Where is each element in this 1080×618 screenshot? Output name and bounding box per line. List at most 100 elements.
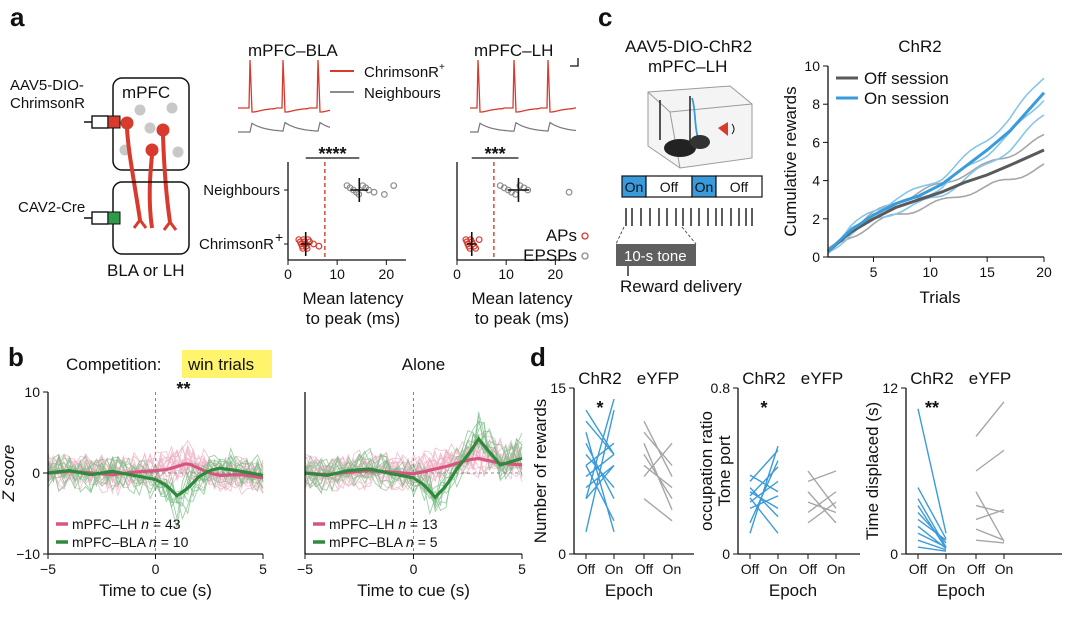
syringe-icon: [84, 115, 121, 129]
speaker-icon: [718, 122, 735, 136]
x-axis-label: to peak (ms): [306, 309, 400, 328]
x-axis-label: to peak (ms): [475, 309, 569, 328]
x-tick-label: 0: [284, 266, 292, 282]
paired-line: [749, 487, 779, 518]
paired-line: [749, 466, 779, 497]
x-tick-label: 5: [518, 561, 526, 577]
x-tick-label: 10: [498, 266, 514, 282]
mean-session-line: [827, 148, 1045, 253]
x-axis-label: Epoch: [937, 581, 985, 600]
x-tick-label: 10: [923, 264, 939, 280]
significance-stars: **: [925, 398, 939, 418]
epoch-off: [715, 175, 763, 198]
mean-trace: [47, 466, 264, 498]
y-tick-label: 6: [812, 134, 820, 150]
paired-line: [975, 401, 1005, 437]
y-tick-label: −10: [16, 546, 40, 562]
scale-bar: [570, 58, 579, 67]
cumulative-rewards-chart: 0 2 4 6 8 10 5 10 15 20 Trials Cumulative rewards Ch…: [781, 37, 1052, 307]
y-tick-label: 4: [812, 173, 820, 189]
paired-line: [807, 470, 837, 483]
paired-line: [585, 398, 615, 499]
epoch-label: On: [625, 179, 644, 195]
cre-label: CAV2-Cre: [18, 199, 85, 216]
paired-line: [807, 491, 837, 514]
paired-line: [917, 518, 947, 541]
x-tick-label: 20: [379, 266, 395, 282]
behavior-box-icon: [647, 85, 753, 169]
legend-label: mPFC–LH n = 13: [329, 516, 438, 532]
paired-line: [917, 487, 947, 540]
panel-letter-a: a: [10, 2, 25, 32]
data-point: [390, 182, 398, 190]
epoch-label: On: [695, 179, 714, 195]
significance-stars: ****: [318, 144, 346, 164]
group-label: ChR2: [742, 369, 785, 388]
paired-line: [917, 505, 947, 549]
neighbour-cell: [144, 122, 156, 134]
y-tick-label: 15: [550, 380, 566, 396]
y-tick-label: 0: [32, 465, 40, 481]
paired-line: [585, 453, 615, 478]
y-tick-label: ChrimsonR: [199, 236, 274, 253]
paired-line: [749, 491, 779, 509]
paired-line: [643, 442, 673, 477]
legend-marker: [581, 252, 589, 260]
neighbour-cell: [166, 102, 178, 114]
chrimson-trace: [470, 59, 576, 113]
y-tick-label: 12: [882, 380, 898, 396]
paired-line: [807, 491, 837, 524]
x-tick-label: On: [827, 561, 846, 577]
paired-line: [917, 408, 947, 534]
data-point: [472, 244, 480, 252]
legend-label: mPFC–BLA n = 5: [329, 534, 438, 550]
individual-session-line: [827, 163, 1045, 251]
data-point: [565, 188, 573, 196]
panel-c-schematic: AAV5-DIO-ChR2 mPFC–LH On Off On Off 10-s to…: [615, 37, 763, 296]
y-tick-label: 0: [812, 249, 820, 265]
y-tick-label: 0: [890, 546, 898, 562]
x-tick-label: On: [769, 561, 788, 577]
mouse-icon: [664, 135, 710, 157]
x-tick-label: Off: [909, 561, 928, 577]
individual-session-line: [827, 99, 1045, 255]
data-point: [303, 244, 311, 252]
group-label: ChR2: [910, 369, 953, 388]
alone-chart: −5 0 5 Time to cue (s) Alone mPFC–LH n = 13 mP…: [297, 355, 526, 600]
group-label: eYFP: [801, 369, 844, 388]
neighbour-cell: [134, 104, 146, 116]
chart-title: Competition:: [66, 355, 161, 374]
y-tick-label: Neighbours: [203, 182, 280, 199]
y-axis-label: Cumulative rewards: [781, 86, 800, 236]
legend-label: On session: [864, 89, 949, 108]
tone-label: 10-s tone: [624, 248, 687, 265]
epoch-label: Off: [730, 179, 749, 195]
trace-title-lh: mPFC–LH: [474, 41, 553, 60]
x-tick-label: 5: [259, 561, 267, 577]
paired-line: [807, 501, 837, 524]
chart-title: ChR2: [898, 37, 941, 56]
paired-line: [585, 443, 615, 499]
group-label: eYFP: [637, 369, 680, 388]
virus-label-line1: AAV5-DIO-: [10, 77, 84, 94]
x-tick-label: 20: [548, 266, 564, 282]
x-axis-label: Epoch: [769, 581, 817, 600]
paired-line: [807, 470, 837, 509]
neuron-icon: [120, 116, 178, 231]
paired-line: [975, 491, 1005, 542]
paired-line: [749, 480, 779, 503]
y-axis-label: Z score: [0, 445, 18, 503]
data-point: [380, 190, 388, 198]
paired-line: [585, 420, 615, 455]
neighbour-cell: [172, 146, 184, 158]
epoch-bar: On Off On Off: [621, 175, 763, 198]
epoch-label: Off: [660, 179, 679, 195]
paired-line: [643, 498, 673, 522]
panel-letter-d: d: [530, 342, 546, 372]
mean-session-line: [826, 91, 1046, 253]
y-axis-label: Number of rewards: [531, 399, 550, 544]
mean-trace: [304, 436, 523, 500]
data-point: [370, 188, 378, 196]
x-tick-label: Off: [741, 561, 760, 577]
